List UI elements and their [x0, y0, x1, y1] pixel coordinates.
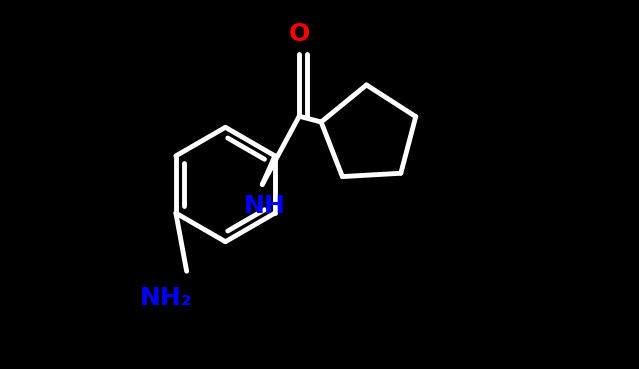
Text: NH₂: NH₂: [140, 286, 193, 310]
Text: O: O: [289, 22, 310, 46]
Text: NH: NH: [243, 194, 285, 218]
